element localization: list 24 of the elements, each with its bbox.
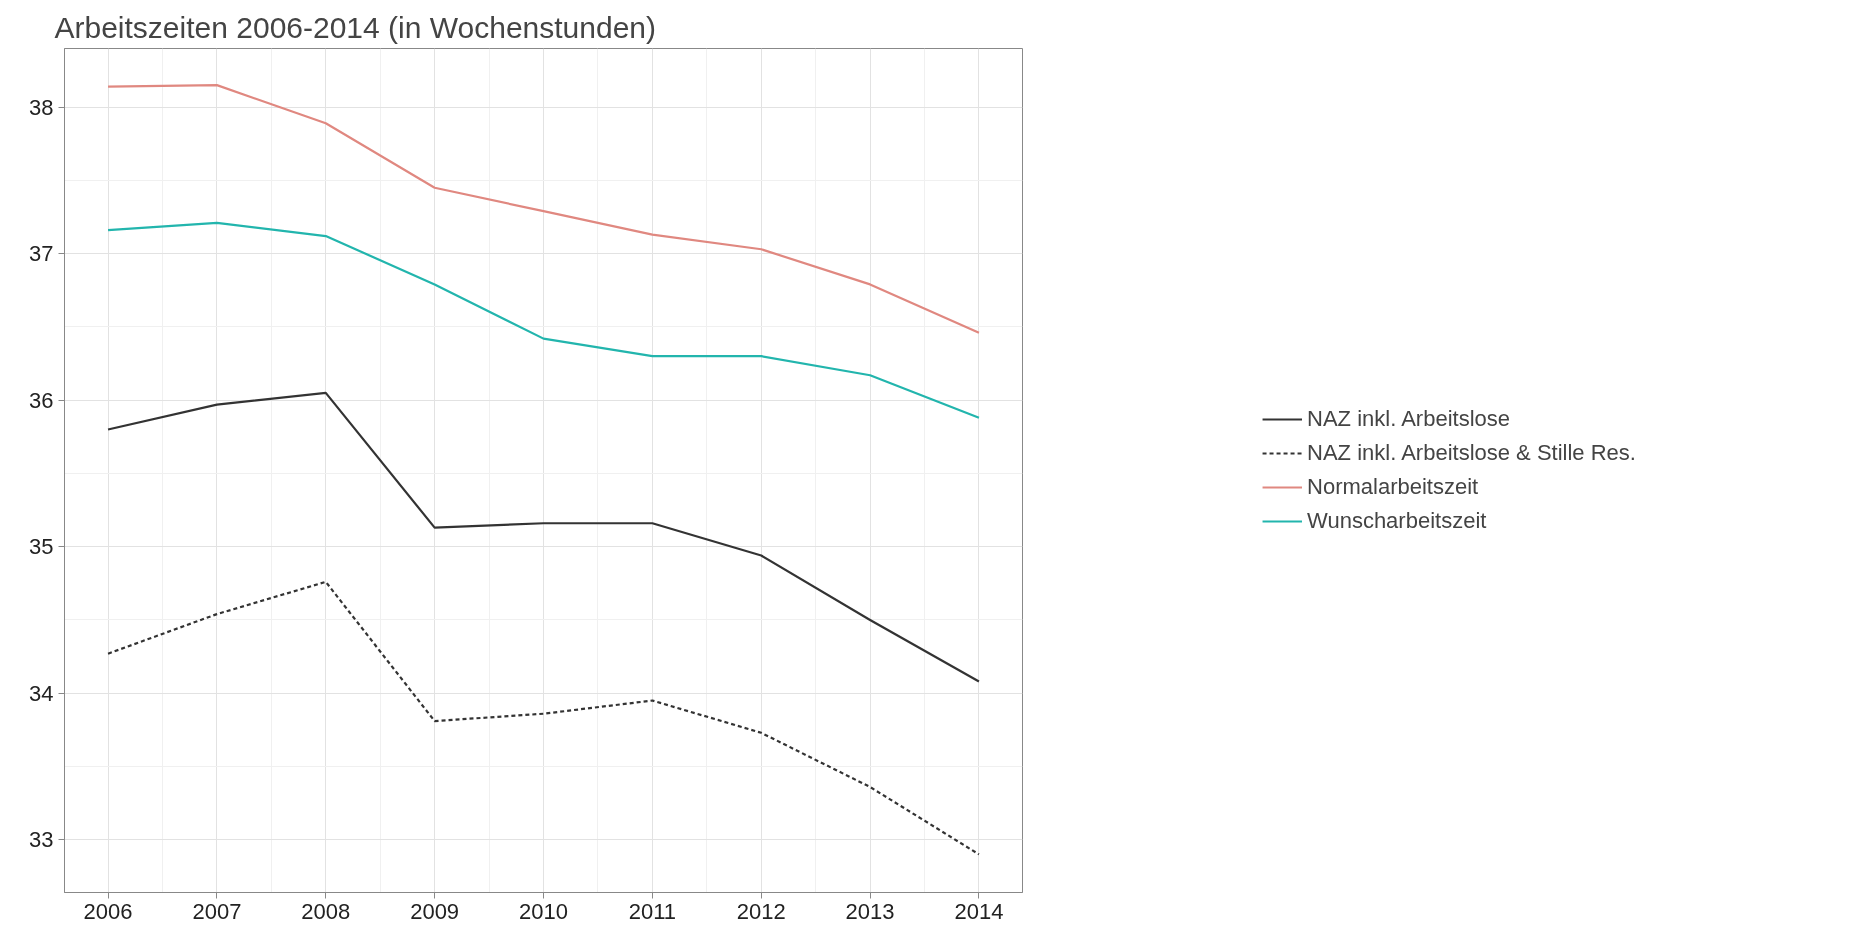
x-tick-label: 2008 [301,898,351,924]
x-tick-label: 2009 [410,898,460,924]
line-series [106,84,981,334]
x-tick-label: 2014 [954,898,1004,924]
y-tick-label: 36 [29,387,54,413]
legend-label: NAZ inkl. Arbeitslose & Stille Res. [1307,440,1636,466]
legend-label: NAZ inkl. Arbeitslose [1307,406,1511,432]
x-tick-label: 2012 [736,898,786,924]
line-series [106,221,981,419]
y-tick-label: 35 [29,534,54,560]
x-tick-label: 2007 [192,898,242,924]
legend-label: Normalarbeitszeit [1307,474,1479,500]
line-series [106,391,981,683]
legend-label: Wunscharbeitszeit [1307,508,1487,534]
line-series [106,580,981,856]
y-tick-label: 37 [29,241,54,267]
y-tick-label: 38 [29,94,54,120]
x-tick-label: 2006 [83,898,133,924]
x-tick-label: 2010 [519,898,568,924]
y-tick-label: 34 [29,680,54,706]
x-tick-label: 2011 [628,898,677,924]
x-tick-label: 2013 [845,898,895,924]
chart-title: Arbeitszeiten 2006-2014 (in Wochenstunden) [54,10,656,44]
y-tick-label: 33 [29,827,54,853]
